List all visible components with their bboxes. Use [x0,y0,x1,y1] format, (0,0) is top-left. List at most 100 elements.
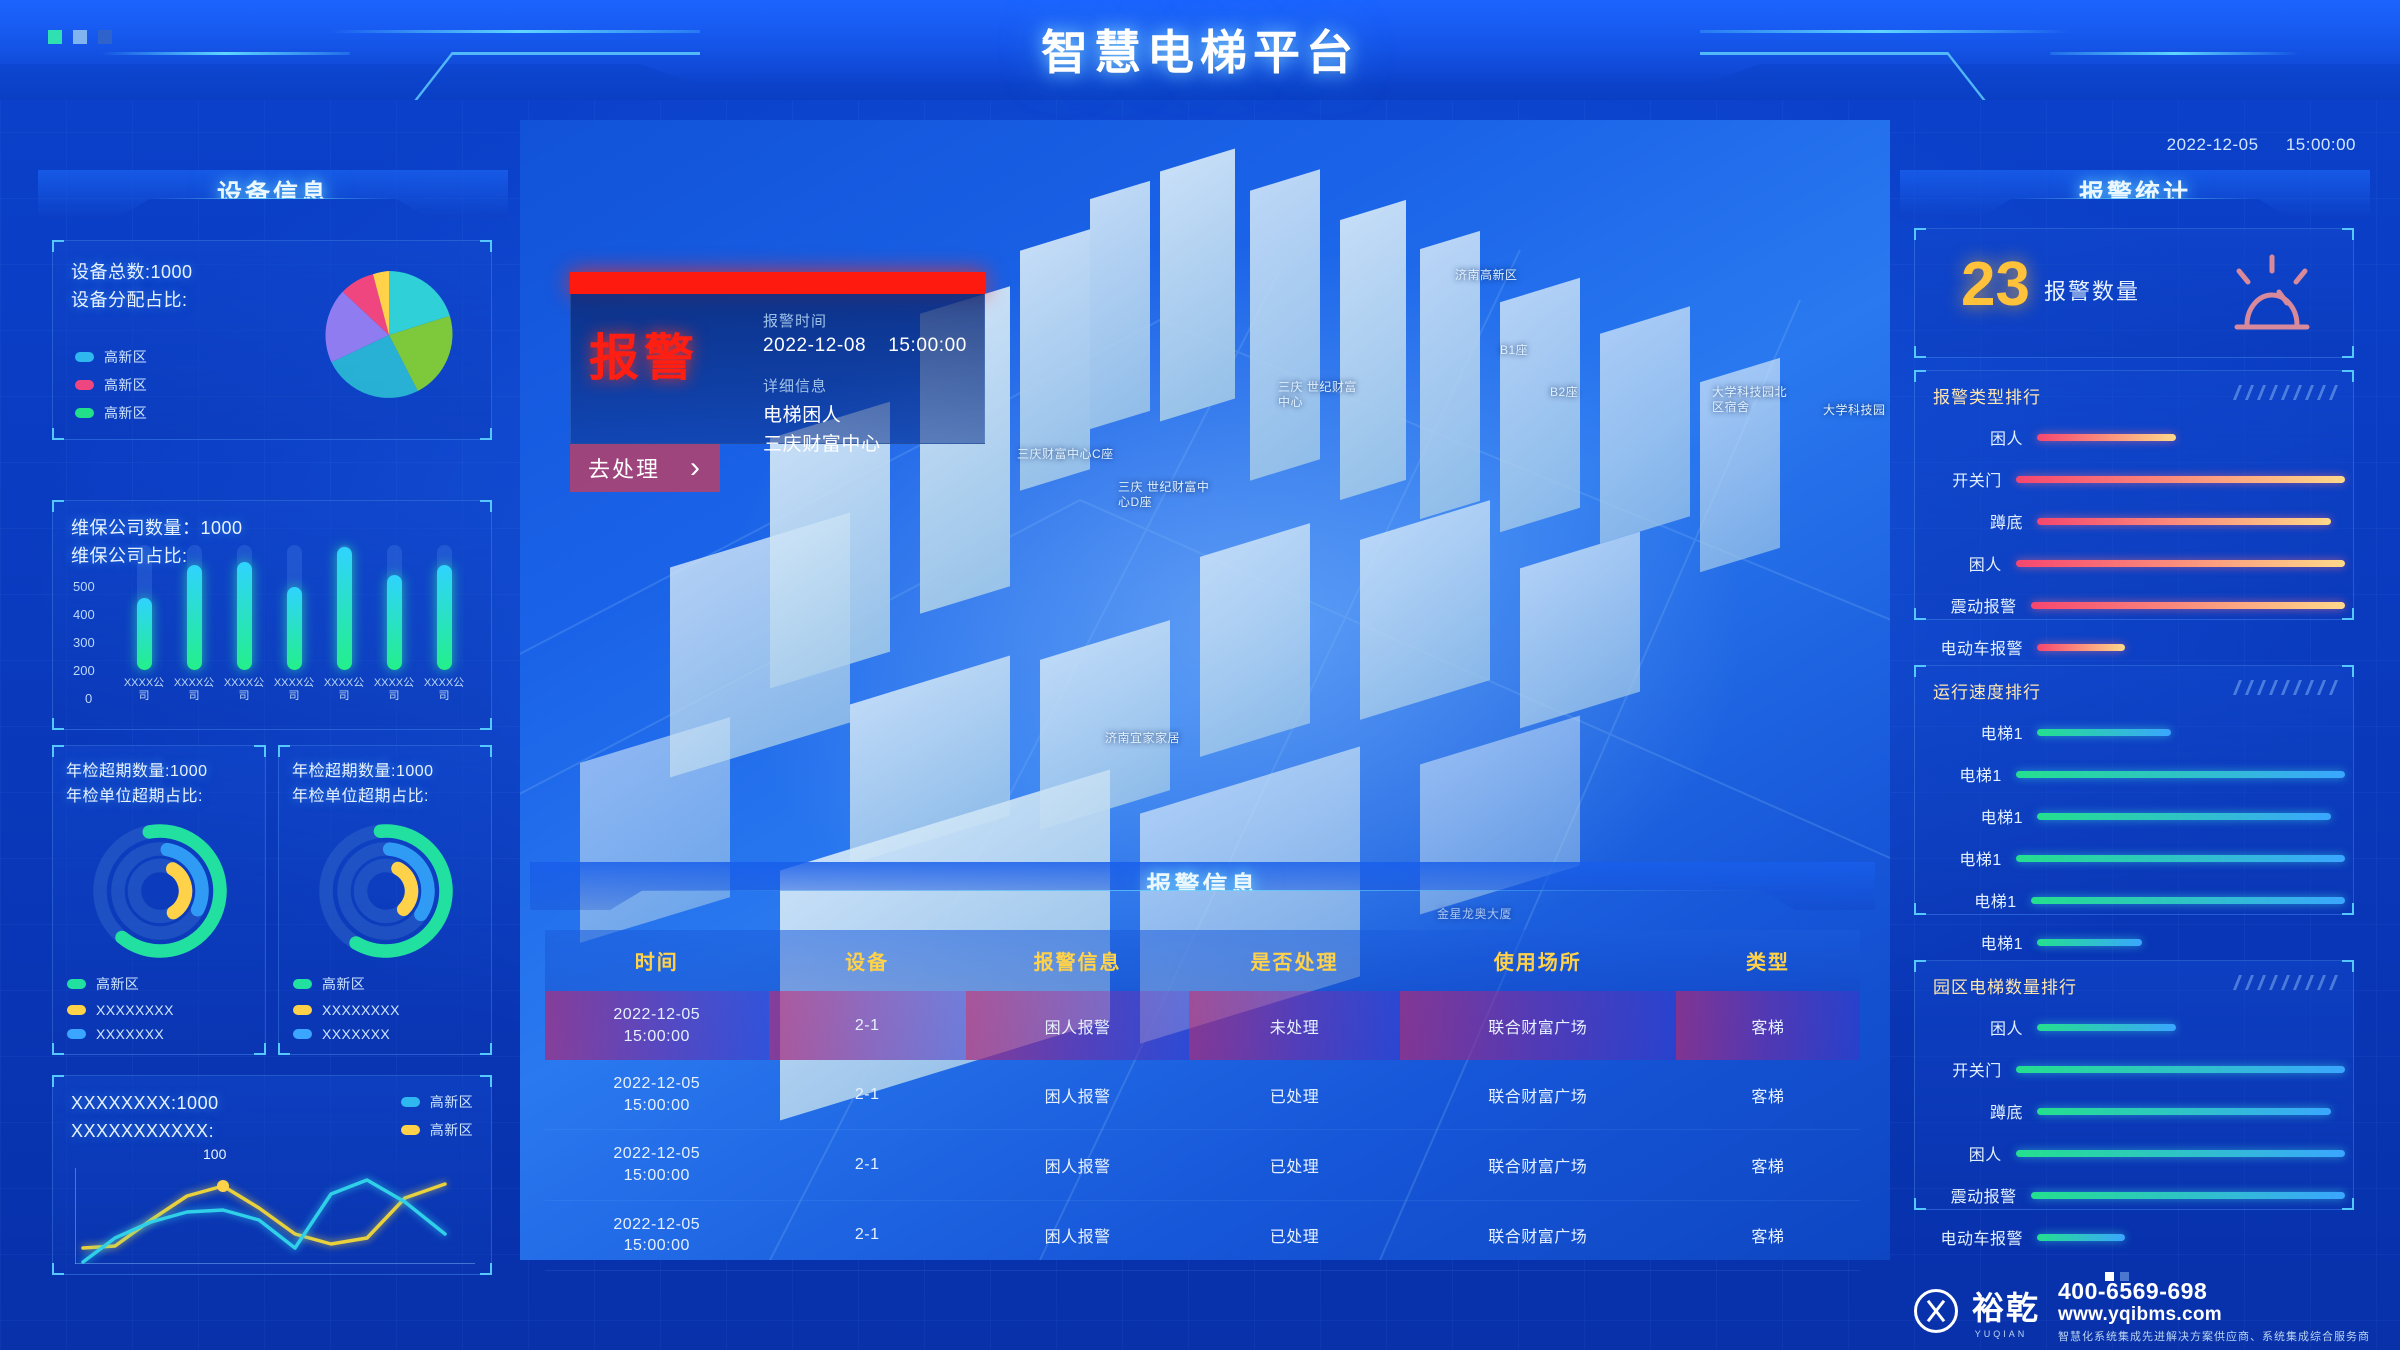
table-row[interactable]: 2022-12-05 15:00:00 2-1 困人报警 未处理 联合财富广场 客… [545,991,1860,1061]
cell-info: 困人报警 [965,991,1190,1061]
legend-label: 高新区 [322,976,366,992]
left-panel-header: 设备信息 [38,170,508,218]
inspection-ratio-right: 年检单位超期占比: [292,787,429,805]
table-row[interactable]: 2022-12-05 15:00:00 2-1 困人报警 已处理 联合财富广场 客… [545,1060,1860,1131]
map-label: 三庆财富中心C座 [1017,447,1114,461]
rank-label: 电梯1 [1959,768,2002,785]
device-pie-legend: 高新区 高新区 高新区 [75,347,147,431]
rank-label: 困人 [1989,431,2023,448]
bar-col: XXXX公司 [219,544,269,705]
alarm-time-clock: 15:00:00 [888,335,967,356]
map-label: 大学科技园北区宿舍 [1712,385,1788,414]
cell-place: 联合财富广场 [1399,1200,1676,1271]
go-handle-label: 去处理 [588,457,661,482]
brand-logo-icon [1913,1288,1958,1333]
map-label: 济南高新区 [1455,268,1518,282]
left-panel-title: 设备信息 [216,180,329,208]
right-panel-header: 报警统计 [1900,170,2370,218]
footer-branding: 裕乾 YUQIAN 400-6569-698 www.yqibms.com 智慧… [1913,1278,2370,1344]
legend-label: XXXXXXX [322,1026,391,1042]
legend-item: XXXXXXX [293,1026,400,1042]
maintenance-bar-chart: 500 400 300 200 0 XXXX公司 XXXX公司 XXXX公司 X… [73,544,473,719]
go-handle-button[interactable]: 去处理 › [570,444,720,492]
cell-time2: 15:00:00 [623,1027,690,1045]
rank-label: 震动报警 [1950,599,2017,616]
table-row[interactable]: 2022-12-05 15:00:00 2-1 困人报警 已处理 联合财富广场 客… [545,1200,1860,1271]
brand-pinyin: YUQIAN [1974,1328,2028,1339]
bar-col: XXXX公司 [119,544,169,705]
left-panel: 设备信息 [38,170,508,218]
alarm-time-label: 报警时间 [763,313,828,330]
table-header-row: 时间 设备 报警信息 是否处理 使用场所 类型 [545,930,1860,991]
rank-label: 开关门 [1952,1063,2002,1080]
rank-row: 蹲底 [1925,509,2345,533]
bar-label: XXXX公司 [173,676,215,703]
legend-label: 高新区 [96,976,140,992]
alarm-type-rank-bars: 困人 开关门 蹲底 困人 震动报警 电动车报警 [1925,425,2345,677]
status-badge: 未处理 [1189,991,1400,1061]
rank-label: 电梯1 [1959,852,2002,869]
map-label: 大学科技园 [1823,403,1886,417]
map-label: B2座 [1550,385,1579,399]
bottom-panel: 报警信息 [530,862,1875,910]
legend-label: 高新区 [429,1094,473,1110]
cell-info: 困人报警 [965,1200,1190,1271]
legend-item: 高新区 [75,403,147,423]
legend-item: 高新区 [75,347,147,367]
maintenance-count-text: 维保公司数量：1000 [71,518,243,538]
bottom-panel-title: 报警信息 [1146,872,1259,900]
device-info-card: 设备总数:1000 设备分配占比: 高新区 高新区 高新区 [52,240,492,440]
app-header: 智慧电梯平台 [0,0,2400,100]
col-status: 是否处理 [1189,930,1400,991]
cell-time: 2022-12-05 [613,1075,701,1093]
inspection-legend-left: 高新区 XXXXXXXX XXXXXXX [67,974,174,1050]
alarm-time-date: 2022-12-08 [763,335,867,356]
rank-row: 电梯1 [1925,888,2345,912]
rank-row: 电梯1 [1925,720,2345,744]
map-label: 三庆 世纪财富中心 [1278,380,1357,409]
cell-device: 2-1 [768,1060,966,1131]
alarm-type-rank-card: 报警类型排行 困人 开关门 蹲底 困人 震动报警 电动车报警 [1914,370,2354,658]
rank-label: 电梯1 [1974,894,2017,911]
right-panel-title: 报警统计 [2078,180,2191,208]
alarm-popup[interactable]: 报警 报警时间 2022-12-08 15:00:00 详细信息 电梯困人 三庆… [570,272,985,492]
alarm-popup-accent-bar [570,272,985,294]
rank-row: 电梯1 [1925,930,2345,954]
rank-row: 电动车报警 [1925,635,2345,659]
trend-legend: 高新区 高新区 [400,1092,473,1148]
cell-time: 2022-12-05 [613,1006,701,1023]
alarm-count-number: 23 [1961,250,2030,319]
rank-row: 电动车报警 [1925,1225,2345,1249]
pagination-dots[interactable] [2105,1272,2129,1281]
bar-col: XXXX公司 [319,544,369,705]
bar-col: XXXX公司 [369,544,419,705]
rank-label: 困人 [1989,1021,2023,1038]
rank-label: 电梯1 [1980,810,2023,827]
cell-device: 2-1 [768,1200,966,1271]
table-row[interactable]: 2022-12-05 15:00:00 2-1 困人报警 已处理 联合财富广场 客… [545,1129,1860,1201]
trend-card: XXXXXXXX:1000 XXXXXXXXXXX: 高新区 高新区 100 [52,1075,492,1275]
map-label: 济南宜家家居 [1105,731,1181,745]
header-dots [48,30,112,44]
rank-row: 困人 [1925,551,2345,575]
bar-col: XXXX公司 [169,544,219,705]
chevron-right-icon: › [690,451,702,484]
legend-item: 高新区 [400,1120,473,1140]
rank-label: 困人 [1968,557,2002,574]
inspection-legend-right: 高新区 XXXXXXXX XXXXXXX [293,974,400,1050]
cell-time: 2022-12-05 [613,1215,701,1233]
col-place: 使用场所 [1399,930,1676,991]
rank-label: 电动车报警 [1940,1231,2023,1248]
speed-rank-bars: 电梯1 电梯1 电梯1 电梯1 电梯1 电梯1 [1925,720,2345,972]
maintenance-card: 维保公司数量：1000 维保公司占比: 500 400 300 200 0 XX… [52,500,492,730]
alarm-count-card: 23 报警数量 [1914,228,2354,358]
header-clock: 2022-12-05 15:00:00 [2145,135,2356,155]
rank-row: 开关门 [1925,467,2345,491]
cell-device: 2-1 [768,1129,966,1201]
inspection-ring-right [319,824,453,958]
inspection-count-right: 年检超期数量:1000 [292,763,434,780]
rank-label: 震动报警 [1950,1189,2017,1206]
hatch-decoration [2232,680,2339,695]
legend-item: XXXXXXXX [293,1002,400,1018]
cell-type: 客梯 [1675,1200,1860,1271]
